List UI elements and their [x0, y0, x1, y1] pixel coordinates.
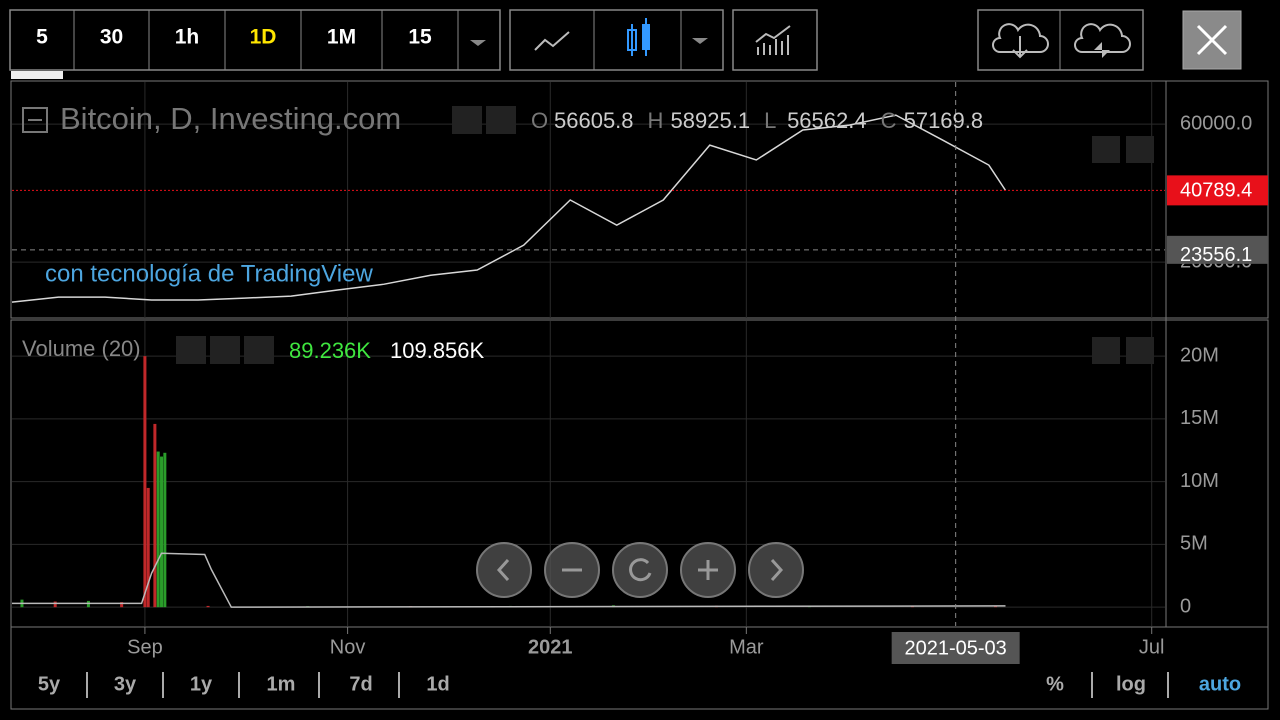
interval-button[interactable]: 30 — [100, 26, 123, 49]
last-price-tag — [1167, 175, 1268, 206]
ohlc-label: L — [764, 108, 776, 133]
cloud-download[interactable] — [992, 23, 1049, 53]
scroll-left[interactable] — [476, 542, 532, 598]
interval-button[interactable]: 15 — [408, 26, 432, 49]
remove-button[interactable] — [244, 336, 274, 364]
y-tick-label: 20M — [1180, 344, 1219, 366]
range-button[interactable]: 1y — [190, 673, 213, 695]
range-button[interactable]: 1m — [267, 673, 296, 695]
y-tick-label: 10M — [1180, 470, 1219, 492]
chart-title: Bitcoin, D, Investing.com — [60, 101, 401, 136]
eye-button[interactable] — [452, 106, 482, 134]
crosshair-x-tag — [891, 632, 1020, 664]
scale-option[interactable]: % — [1046, 673, 1064, 695]
volume-bar — [153, 423, 157, 608]
x-tick-label: 2021 — [528, 636, 573, 658]
upload-arrow — [1094, 42, 1110, 58]
ohlc-value: 58925.1 — [671, 108, 751, 133]
plus-icon — [698, 560, 718, 580]
interval-bar — [9, 9, 501, 71]
settings-button[interactable] — [486, 106, 516, 134]
crosshair-y-tag — [1167, 235, 1268, 264]
volume-bar — [146, 487, 150, 608]
close-icon — [1196, 24, 1228, 56]
scroll-down-button[interactable] — [1092, 136, 1120, 163]
reset[interactable] — [612, 542, 668, 598]
interval-button[interactable]: 5 — [36, 26, 48, 49]
line-chart-icon[interactable] — [534, 31, 570, 51]
interval-button[interactable]: 1M — [327, 26, 356, 49]
download-arrow — [1012, 36, 1028, 59]
interval-button[interactable]: 1D — [250, 26, 277, 49]
volume-bar — [53, 601, 57, 608]
x-tick-label: Nov — [330, 636, 366, 658]
y-tick-label: 60000.0 — [1180, 112, 1252, 134]
expand-button[interactable] — [1126, 337, 1154, 364]
range-button[interactable]: 5y — [38, 673, 61, 695]
range-button[interactable]: 1d — [426, 673, 449, 695]
volume-bar — [156, 451, 160, 608]
crosshair-x-label: 2021-05-03 — [905, 637, 1007, 659]
settings-button[interactable] — [210, 336, 240, 364]
scale-option[interactable]: auto — [1199, 673, 1241, 695]
x-tick-label: Sep — [127, 636, 163, 658]
candle-icon[interactable] — [627, 18, 650, 56]
volume-ma-value: 109.856K — [390, 338, 485, 363]
indicator-icon — [755, 25, 791, 55]
scale-option[interactable]: log — [1116, 673, 1146, 695]
left-icon — [496, 558, 510, 582]
ohlc-value: 57169.8 — [904, 108, 984, 133]
y-tick-label: 0 — [1180, 595, 1191, 617]
move-up-button[interactable] — [1092, 337, 1120, 364]
dropdown-arrow[interactable] — [692, 38, 708, 44]
y-tick-label: 15M — [1180, 407, 1219, 429]
volume-bar — [120, 602, 124, 608]
dropdown-arrow[interactable] — [470, 40, 486, 46]
range-button[interactable]: 7d — [349, 673, 372, 695]
reset-icon — [629, 558, 652, 582]
expand-button[interactable] — [1126, 136, 1154, 163]
volume-bar — [143, 356, 147, 608]
cloud-upload[interactable] — [1074, 23, 1131, 53]
ohlc-label: C — [881, 108, 897, 133]
price-line — [11, 114, 1007, 303]
collapse-button[interactable] — [22, 107, 48, 133]
scroll-indicator — [11, 71, 63, 79]
crosshair-y-label: 23556.1 — [1180, 244, 1252, 266]
last-price-label: 40789.4 — [1180, 180, 1252, 202]
ohlc-label: O — [531, 108, 548, 133]
interval-button[interactable]: 1h — [175, 26, 200, 49]
volume-ma-line — [12, 552, 1006, 608]
x-tick-label: Mar — [729, 636, 764, 658]
y-tick-label: 5M — [1180, 533, 1208, 555]
scroll-right[interactable] — [748, 542, 804, 598]
x-tick-label: Jul — [1139, 636, 1165, 658]
ohlc-label: H — [648, 108, 664, 133]
volume-bar — [163, 452, 167, 608]
volume-bar — [206, 605, 210, 608]
ohlc-value: 56562.4 — [787, 108, 867, 133]
footer — [10, 626, 1269, 710]
eye-button[interactable] — [176, 336, 206, 364]
watermark: con tecnología de TradingView — [45, 260, 373, 287]
volume-bar — [160, 456, 164, 608]
range-button[interactable]: 3y — [114, 673, 137, 695]
ohlc-value: 56605.8 — [554, 108, 634, 133]
volume-value: 89.236K — [289, 338, 371, 363]
volume-title: Volume (20) — [22, 336, 141, 361]
chart-type-bar — [509, 9, 724, 71]
right-icon — [770, 558, 784, 582]
